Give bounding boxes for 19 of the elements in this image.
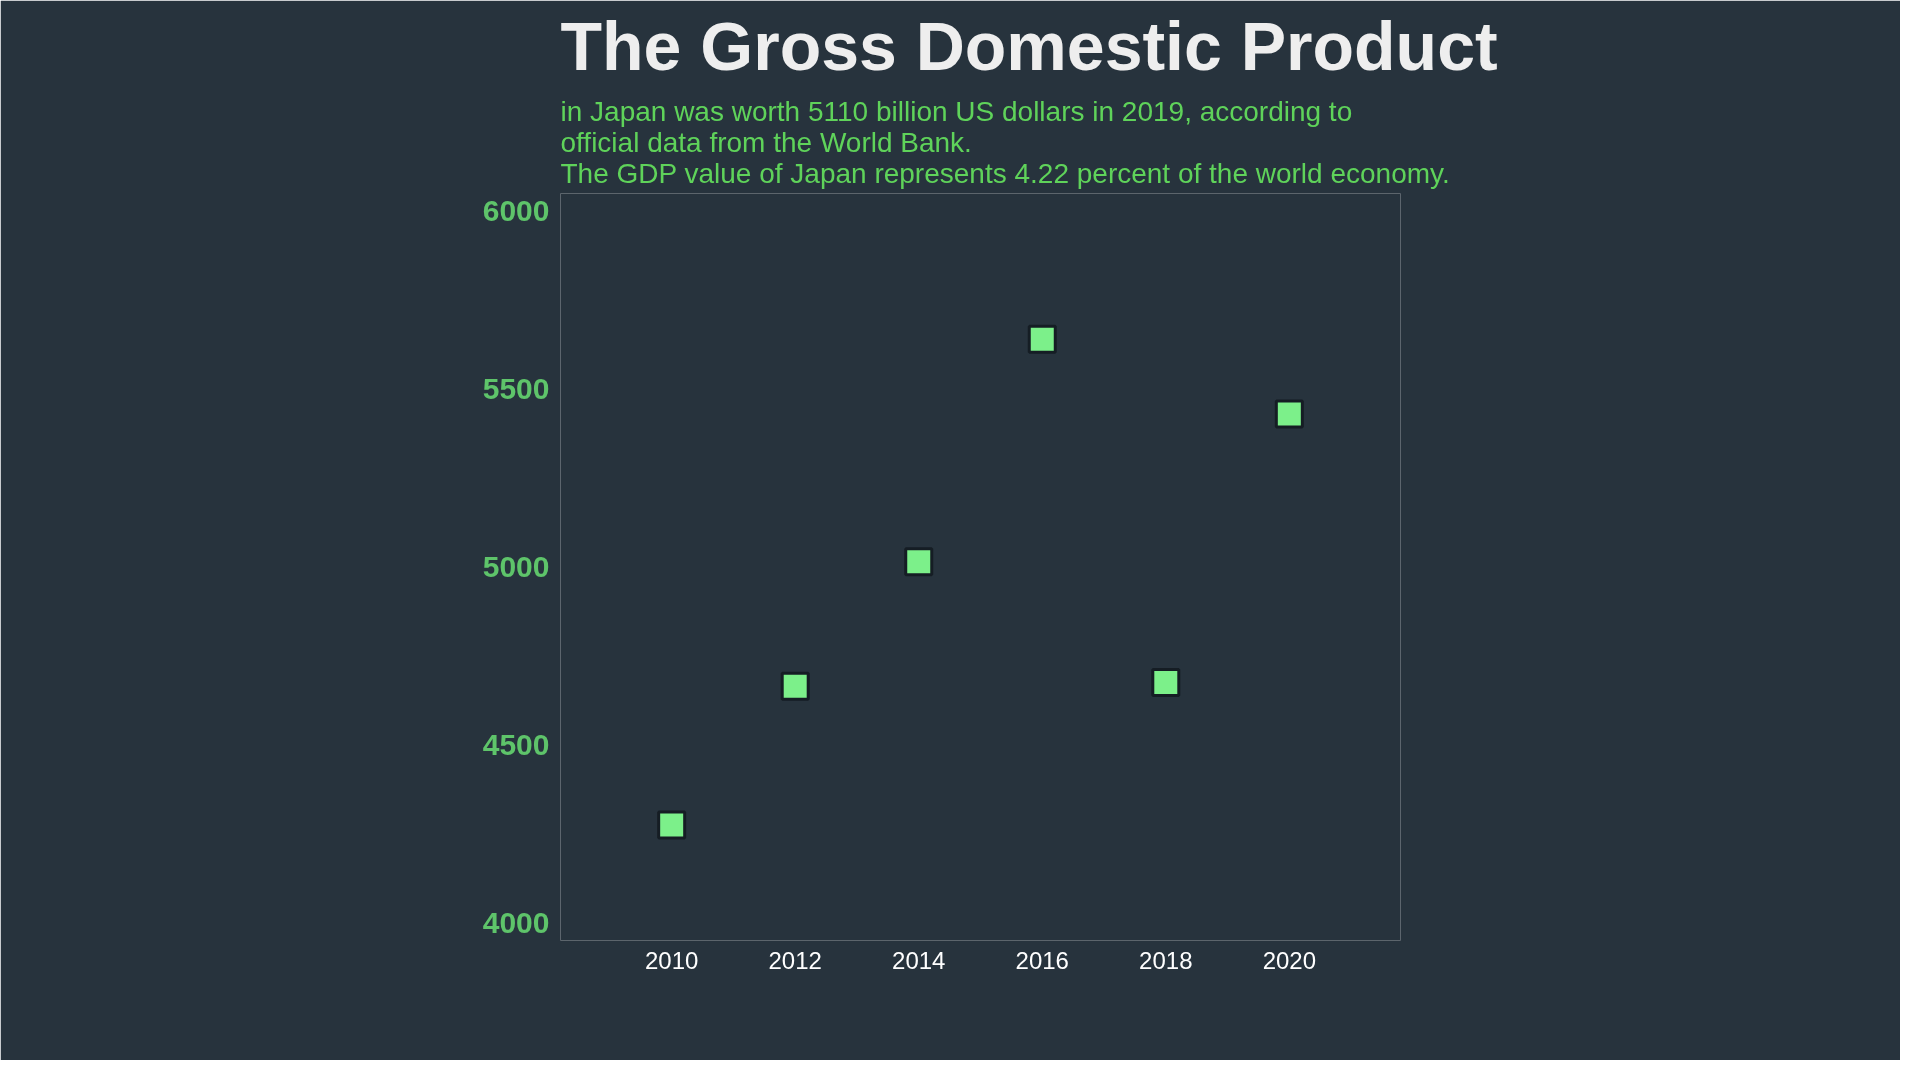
point xyxy=(904,547,934,577)
y-tick-label: 4500 xyxy=(482,727,550,761)
point xyxy=(1151,668,1181,698)
chart-title: The Gross Domestic Product xyxy=(560,7,1498,84)
y-tick-label: 6000 xyxy=(482,194,550,228)
x-tick-label: 2012 xyxy=(768,946,822,974)
y-tick-label: 5500 xyxy=(482,372,550,406)
x-tick-label: 2016 xyxy=(1015,946,1069,974)
y-tick-label: 5000 xyxy=(482,550,550,583)
y-tick-label: 4000 xyxy=(482,905,550,939)
x-tick-label: 2010 xyxy=(644,946,699,974)
x-tick-label: 2020 xyxy=(1262,946,1317,974)
x-tick-label: 2014 xyxy=(892,946,946,974)
point xyxy=(1027,324,1057,354)
point xyxy=(780,671,810,701)
point xyxy=(657,810,687,840)
point xyxy=(1274,399,1304,429)
x-tick-label: 2018 xyxy=(1139,946,1193,974)
chart-subtitle: in Japan was worth 5110 billion US dollars in 2019, according to official data from the World Bank. The GDP value of Japan represents 4.22 percent of the world economy. xyxy=(560,95,1450,189)
